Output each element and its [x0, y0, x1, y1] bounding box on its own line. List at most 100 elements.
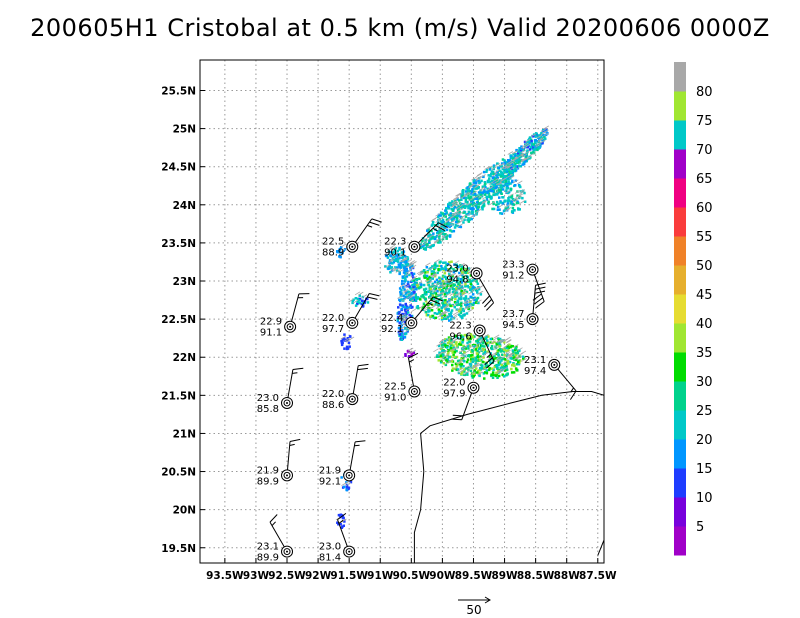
colorbar-label: 25: [696, 404, 713, 419]
wind-barb-flag: [289, 438, 301, 442]
wind-barb-half: [292, 372, 298, 374]
wind-barb-flag: [337, 512, 347, 521]
wind-barb-flag: [435, 225, 446, 231]
colorbar-segment: [674, 149, 686, 179]
station-value: 90.1: [384, 248, 406, 259]
station-marker: 23.391.2: [502, 260, 545, 309]
wind-barb-flag: [482, 295, 490, 304]
station-value: 89.9: [257, 476, 279, 487]
station-marker: 23.085.8: [257, 367, 304, 415]
lon-tick-label: 91W: [367, 570, 394, 582]
wind-barb-half: [289, 443, 295, 446]
station-marker: 22.390.1: [384, 222, 448, 259]
lat-tick-label: 21.5N: [161, 390, 196, 402]
station-value: 85.8: [257, 404, 279, 415]
scale-vector-label: 50: [466, 603, 481, 617]
wind-barb-flag: [430, 299, 441, 305]
station-value: 81.4: [319, 553, 341, 564]
lat-tick-label: 20.5N: [161, 467, 196, 479]
wind-barb-flag: [433, 296, 443, 302]
station-temp: 23.7: [502, 309, 524, 320]
colorbar-segment: [674, 294, 686, 324]
wind-barb-flag: [535, 301, 545, 309]
colorbar-label: 15: [696, 462, 713, 477]
colorbar-segment: [674, 120, 686, 150]
station-temp: 21.9: [319, 465, 341, 476]
station-value: 92.1: [319, 476, 341, 487]
station-temp: 23.1: [524, 355, 546, 366]
colorbar-label: 50: [696, 259, 713, 274]
station-marker: 22.588.9: [322, 218, 382, 259]
station-temp: 22.0: [443, 378, 465, 389]
colorbar-segment: [674, 62, 686, 92]
station-value: 88.6: [322, 400, 344, 411]
wind-barb-flag: [451, 418, 462, 421]
wind-barb-flag: [535, 282, 546, 286]
wind-barb-half: [432, 227, 438, 232]
station-temp: 22.3: [449, 321, 471, 332]
wind-barb-flag: [438, 222, 448, 229]
lat-tick-label: 22.5N: [161, 314, 196, 326]
wind-barb-flag: [484, 299, 492, 308]
station-marker: 22.097.9: [443, 378, 480, 421]
wind-barb-flag: [484, 357, 493, 366]
station-temp: 22.5: [384, 382, 406, 393]
colorbar-segment: [674, 497, 686, 527]
wind-barb-flag: [369, 293, 380, 297]
station-marker: 21.989.9: [257, 438, 301, 487]
wind-barb-half: [354, 444, 360, 447]
colorbar-segment: [674, 410, 686, 440]
station-temp: 22.0: [322, 313, 344, 324]
station-temp: 23.3: [502, 260, 524, 271]
wind-barb-half: [570, 387, 575, 393]
wind-barb-flag: [569, 390, 577, 400]
wind-barb-half: [427, 302, 434, 306]
radar-wind-field: [335, 125, 550, 529]
lon-tick-label: 88W: [554, 570, 581, 582]
station-marker: 22.991.1: [260, 293, 310, 339]
colorbar-segment: [674, 91, 686, 121]
wind-barb-flag: [371, 218, 382, 223]
wind-barb-half: [271, 521, 276, 526]
station-value: 97.7: [322, 324, 344, 335]
wind-barb-flag: [535, 286, 546, 290]
wind-barb-flag: [369, 221, 380, 226]
lon-tick-label: 93.5W: [206, 570, 244, 582]
lon-tick-label: 89W: [491, 570, 518, 582]
station-value: 91.1: [260, 328, 282, 339]
colorbar-segment: [674, 352, 686, 382]
station-temp: 23.1: [257, 542, 279, 553]
colorbar-segment: [674, 207, 686, 237]
station-marker: 23.189.9: [257, 514, 294, 564]
scale-vector: 50: [458, 596, 491, 617]
lon-tick-label: 90W: [429, 570, 456, 582]
wind-barb-half: [338, 519, 344, 524]
station-marker: 22.097.7: [322, 293, 380, 335]
colorbar-segment: [674, 468, 686, 498]
station-value: 97.9: [443, 389, 465, 400]
lat-tick-label: 23.5N: [161, 238, 196, 250]
colorbar-label: 35: [696, 346, 713, 361]
lat-tick-label: 25.5N: [161, 85, 196, 97]
wind-barb-half: [408, 359, 415, 363]
colorbar-label: 10: [696, 491, 713, 506]
station-observations: 22.588.922.390.123.094.823.391.222.991.1…: [257, 218, 577, 564]
station-marker: 23.197.4: [524, 355, 577, 400]
wind-barb-flag: [355, 440, 366, 443]
wind-barb-flag: [534, 290, 546, 294]
wind-barb-half: [486, 353, 492, 358]
lon-tick-label: 93W: [243, 570, 270, 582]
colorbar-segment: [674, 265, 686, 295]
colorbar-label: 80: [696, 85, 713, 100]
lon-tick-label: 92W: [305, 570, 332, 582]
colorbar-label: 65: [696, 172, 713, 187]
station-marker: 22.396.6: [449, 321, 495, 369]
station-temp: 22.4: [381, 313, 403, 324]
station-temp: 23.0: [257, 393, 279, 404]
wind-barb-flag: [485, 361, 495, 369]
station-value: 88.9: [322, 248, 344, 259]
colorbar-segment: [674, 439, 686, 469]
station-temp: 22.3: [384, 237, 406, 248]
lat-tick-label: 21N: [173, 428, 196, 440]
